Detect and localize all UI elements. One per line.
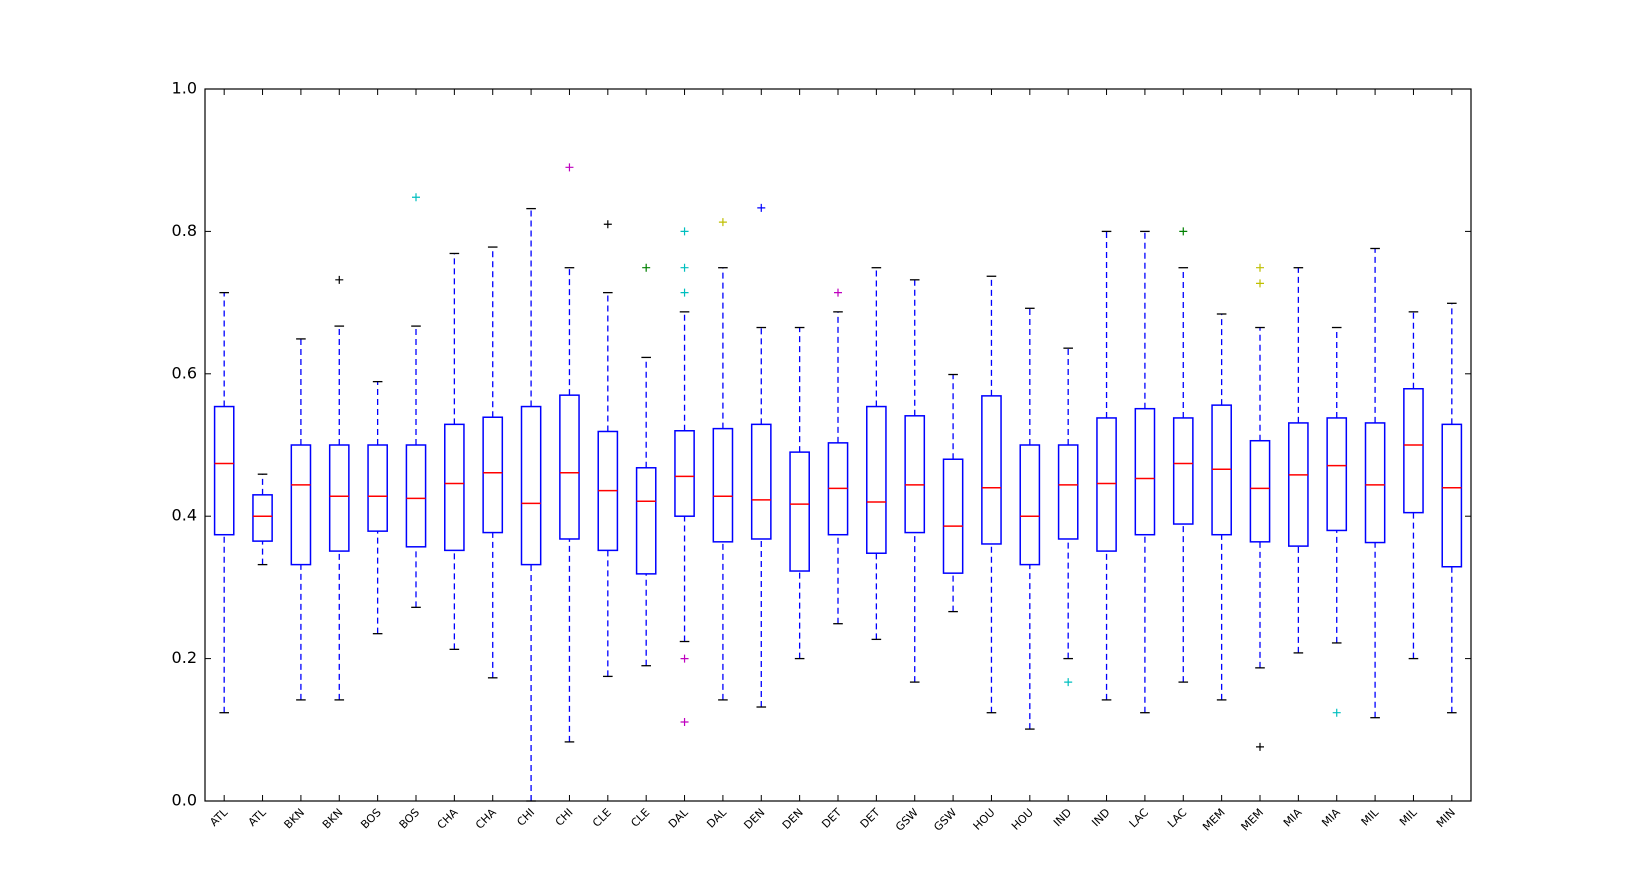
box [252,494,273,542]
box [1288,422,1309,547]
x-tick-label: BKN [320,806,345,831]
y-tick-label: 0.6 [172,363,197,382]
flier [680,288,689,297]
flier [680,227,689,236]
box [1019,444,1041,566]
x-tick-label: MIA [1281,806,1305,830]
box [520,405,542,566]
y-tick-label: 0.4 [172,506,197,525]
x-tick-label: IND [1089,806,1112,829]
x-tick-label: ATL [246,805,270,829]
x-tick-label: CLE [590,806,614,830]
flier [1332,708,1341,717]
box [942,458,964,574]
x-tick-label: CHA [473,806,499,832]
x-tick-label: HOU [1009,806,1036,833]
box [1172,417,1194,525]
flier [603,220,612,229]
flier [680,654,689,663]
x-tick-label: MIL [1397,805,1420,828]
flier [1256,279,1264,288]
box [712,427,734,543]
flier [1256,263,1264,272]
x-tick-label: DEN [741,806,767,832]
box [405,444,427,548]
x-tick-label: MIN [1434,806,1458,830]
box [981,395,1002,545]
x-tick-label: HOU [971,806,998,833]
x-tick-label: CHI [553,806,576,829]
x-tick-label: GSW [893,806,921,834]
flier [1064,678,1073,687]
x-tick-label: DAL [704,805,729,830]
box [1134,407,1156,536]
box [674,430,695,517]
box [1326,417,1348,532]
box [866,405,887,554]
box [482,416,504,534]
x-tick-label: DET [858,806,883,831]
box [1096,417,1117,552]
y-tick-label: 1.0 [172,79,197,98]
box [1249,439,1271,543]
box [1441,423,1463,568]
box [750,423,772,540]
flier [834,288,842,297]
x-tick-label: CHA [435,806,461,832]
flier [642,263,651,272]
x-tick-label: DET [819,806,844,831]
y-tick-label: 0.2 [172,648,197,667]
flier [757,203,766,212]
y-tick-label: 0.8 [172,221,197,240]
box [1057,444,1079,540]
x-tick-label: MIA [1319,806,1343,830]
y-tick-label: 0.0 [172,791,197,810]
box [213,405,235,536]
box [789,451,810,572]
x-tick-label: DEN [780,806,806,832]
box [904,415,926,534]
flier [680,263,689,272]
x-tick-label: MIL [1359,805,1382,828]
x-tick-label: BOS [358,806,383,831]
flier [412,193,420,202]
x-tick-label: BKN [282,806,307,831]
box [444,423,465,552]
flier [335,275,344,284]
plot-frame [204,88,1472,802]
box [1364,422,1386,544]
flier [718,218,727,227]
box [1403,388,1424,514]
x-tick-label: IND [1051,806,1074,829]
x-tick-label: MEM [1239,806,1267,834]
flier [680,717,689,726]
box [328,444,350,552]
x-tick-label: MEM [1200,806,1228,834]
box [635,467,657,575]
x-tick-label: GSW [931,806,959,834]
flier [565,163,574,172]
box [290,444,312,566]
box [559,394,580,540]
box [367,444,388,532]
x-tick-label: CHI [514,806,537,829]
x-tick-label: LAC [1165,806,1190,831]
x-tick-label: LAC [1127,806,1152,831]
flier [1256,742,1264,751]
x-tick-label: BOS [397,806,422,831]
flier [1179,227,1188,236]
x-tick-label: ATL [207,805,231,829]
x-tick-label: CLE [628,806,652,830]
x-tick-label: DAL [666,805,691,830]
